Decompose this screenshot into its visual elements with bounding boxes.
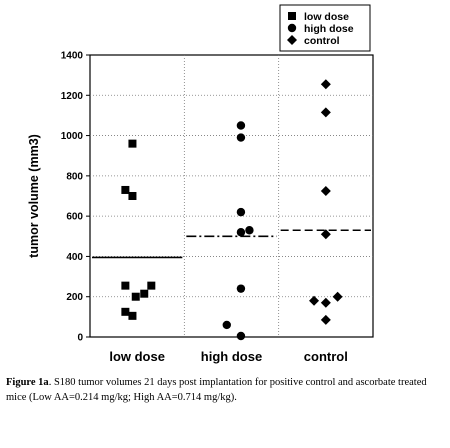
- data-point: [320, 185, 331, 196]
- y-tick-label: 1000: [61, 131, 84, 142]
- data-point: [236, 133, 246, 142]
- figure-caption: Figure 1a. S180 tumor volumes 21 days po…: [6, 375, 436, 405]
- data-point: [320, 297, 331, 308]
- data-point: [131, 292, 140, 301]
- y-axis-label: tumor volume (mm3): [27, 134, 41, 258]
- data-point: [236, 207, 246, 217]
- data-point: [140, 289, 149, 298]
- data-point: [236, 284, 246, 293]
- category-label: control: [304, 349, 348, 364]
- plot-frame: [89, 54, 374, 338]
- data-point: [121, 307, 130, 316]
- data-point: [236, 121, 246, 130]
- y-tick-label: 0: [77, 333, 83, 344]
- data-point: [236, 331, 246, 341]
- legend-label: control: [304, 35, 340, 47]
- data-point: [236, 228, 246, 237]
- y-tick-label: 1200: [61, 91, 84, 102]
- legend-marker: [287, 35, 297, 45]
- category-label: low dose: [109, 349, 165, 364]
- legend-marker: [288, 12, 296, 20]
- y-tick-label: 400: [66, 252, 83, 263]
- caption-label: Figure 1a: [6, 377, 49, 388]
- data-point: [309, 295, 320, 306]
- data-point: [222, 320, 231, 330]
- caption-text: . S180 tumor volumes 21 days post implan…: [6, 377, 427, 403]
- data-point: [147, 281, 156, 290]
- y-tick-label: 800: [66, 171, 83, 182]
- data-point: [332, 291, 343, 302]
- data-point: [320, 107, 331, 118]
- legend-label: high dose: [304, 23, 354, 35]
- data-point: [128, 311, 137, 320]
- data-point: [121, 281, 130, 290]
- data-point: [128, 192, 137, 200]
- y-tick-label: 600: [66, 212, 83, 223]
- data-point: [320, 314, 331, 325]
- category-label: high dose: [201, 349, 262, 364]
- data-point: [320, 229, 331, 240]
- y-tick-label: 1400: [61, 51, 84, 62]
- data-point: [320, 79, 331, 90]
- data-point: [121, 185, 130, 194]
- data-point: [128, 139, 137, 148]
- legend-label: low dose: [304, 11, 349, 23]
- data-point: [245, 226, 254, 235]
- legend-marker: [287, 23, 297, 33]
- y-tick-label: 200: [66, 292, 83, 303]
